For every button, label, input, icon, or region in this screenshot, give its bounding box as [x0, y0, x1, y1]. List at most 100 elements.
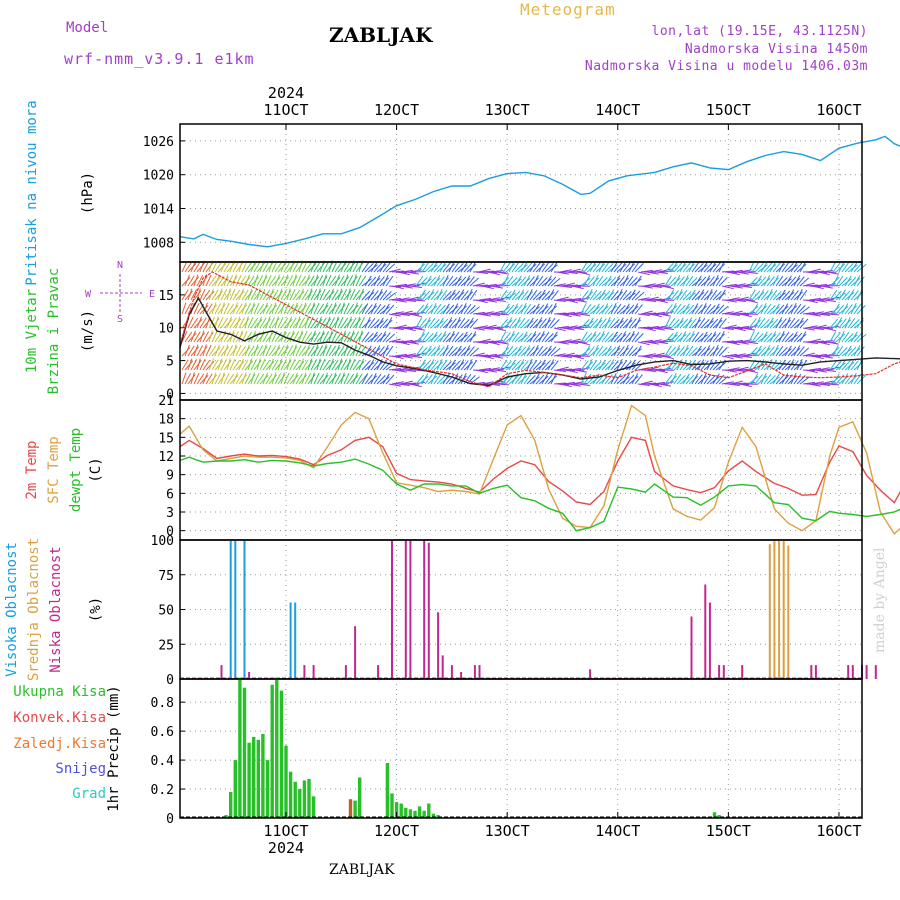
wind-arrow — [805, 369, 818, 374]
wind-arrow — [607, 359, 615, 371]
wind-arrow — [616, 288, 623, 301]
wind-arrow — [211, 276, 221, 287]
wind-arrow — [283, 372, 290, 385]
wind-arrow — [184, 274, 190, 287]
bar-total — [311, 796, 316, 818]
wind-arrow — [196, 332, 206, 343]
wind-arrow — [436, 358, 443, 371]
wind-arrow — [811, 340, 824, 343]
wind-arrow — [784, 263, 794, 273]
wind-arrow — [580, 290, 589, 301]
wind-arrow — [589, 347, 600, 357]
wind-arrow — [427, 305, 438, 315]
wind-arrow — [292, 318, 302, 329]
wind-arrow — [799, 277, 810, 287]
wind-arrow — [634, 291, 645, 301]
wind-arrow — [247, 358, 253, 371]
wind-arrow — [520, 290, 529, 301]
wind-arrow — [760, 261, 768, 273]
wind-arrow — [400, 380, 413, 385]
wind-arrow — [685, 317, 693, 329]
wind-arrow — [694, 263, 704, 273]
wind-arrow — [340, 372, 345, 385]
wind-arrow — [259, 358, 266, 371]
wind-arrow — [259, 317, 267, 329]
bar-low — [409, 540, 412, 679]
wind-arrow — [826, 296, 839, 301]
wind-arrow — [568, 383, 581, 387]
wind-arrow — [694, 345, 702, 357]
wind-arrow — [433, 291, 444, 301]
wind-arrow — [295, 290, 305, 301]
wind-arrow — [760, 372, 767, 385]
wind-arrow — [478, 313, 491, 317]
wind-arrow — [322, 274, 327, 287]
wind-arrow — [331, 276, 341, 287]
wind-arrow — [757, 305, 768, 315]
wind-arrow — [484, 353, 497, 357]
wind-arrow — [685, 263, 696, 273]
wind-arrow — [256, 373, 265, 385]
wind-arrow — [844, 333, 854, 343]
wind-arrow — [184, 344, 190, 357]
wind-arrow — [754, 345, 762, 357]
wind-arrow — [490, 355, 503, 359]
wind-arrow — [556, 341, 569, 345]
x-tick-label-bottom: 16OCT — [816, 822, 861, 840]
wind-arrow — [610, 290, 619, 301]
wind-arrow — [550, 261, 558, 273]
wind-arrow — [580, 319, 590, 329]
wind-arrow — [331, 289, 339, 301]
wind-arrow — [397, 383, 410, 386]
wind-arrow — [556, 296, 569, 301]
y-tick-label: 75 — [158, 569, 174, 584]
wind-arrow — [340, 276, 350, 287]
wind-arrow — [241, 302, 247, 315]
wind-arrow — [325, 262, 334, 273]
wind-arrow — [799, 318, 809, 329]
wind-arrow — [781, 303, 789, 315]
wind-arrow — [550, 347, 561, 357]
wind-arrow — [808, 297, 821, 301]
wind-arrow — [730, 339, 743, 343]
wind-arrow — [289, 330, 295, 343]
wind-arrow — [835, 275, 844, 287]
wind-arrow — [490, 285, 503, 289]
wind-arrow — [262, 302, 268, 315]
wind-arrow — [346, 332, 356, 343]
bar-mid — [773, 540, 776, 679]
wind-arrow — [658, 383, 671, 387]
wind-arrow — [670, 319, 680, 329]
wind-arrow — [832, 274, 839, 287]
wind-arrow — [316, 373, 325, 385]
wind-arrow — [460, 360, 469, 371]
wind-arrow — [181, 289, 189, 301]
wind-arrow — [730, 380, 743, 385]
bar-low — [354, 626, 357, 679]
wind-arrow — [475, 341, 488, 344]
wind-arrow — [748, 318, 757, 329]
wind-arrow — [295, 332, 304, 343]
wind-arrow — [781, 261, 790, 273]
wind-arrow — [385, 292, 396, 301]
bar-total — [717, 815, 721, 818]
wind-arrow — [736, 341, 749, 345]
wind-arrow — [745, 271, 758, 274]
wind-arrow — [565, 354, 578, 357]
wind-arrow — [598, 289, 606, 301]
wind-arrow — [394, 324, 407, 329]
wind-arrow — [214, 331, 223, 343]
wind-arrow — [187, 316, 194, 329]
wind-arrow — [349, 304, 359, 315]
wind-arrow — [712, 373, 720, 385]
wind-arrow — [592, 344, 599, 357]
wind-arrow — [253, 274, 259, 287]
wind-arrow — [538, 277, 548, 287]
wind-arrow — [364, 316, 371, 329]
wind-arrow — [529, 359, 538, 371]
wind-arrow — [295, 360, 305, 371]
wind-arrow — [832, 332, 841, 343]
wind-arrow — [481, 355, 494, 360]
wind-arrow — [367, 305, 378, 315]
wind-arrow — [823, 327, 836, 332]
